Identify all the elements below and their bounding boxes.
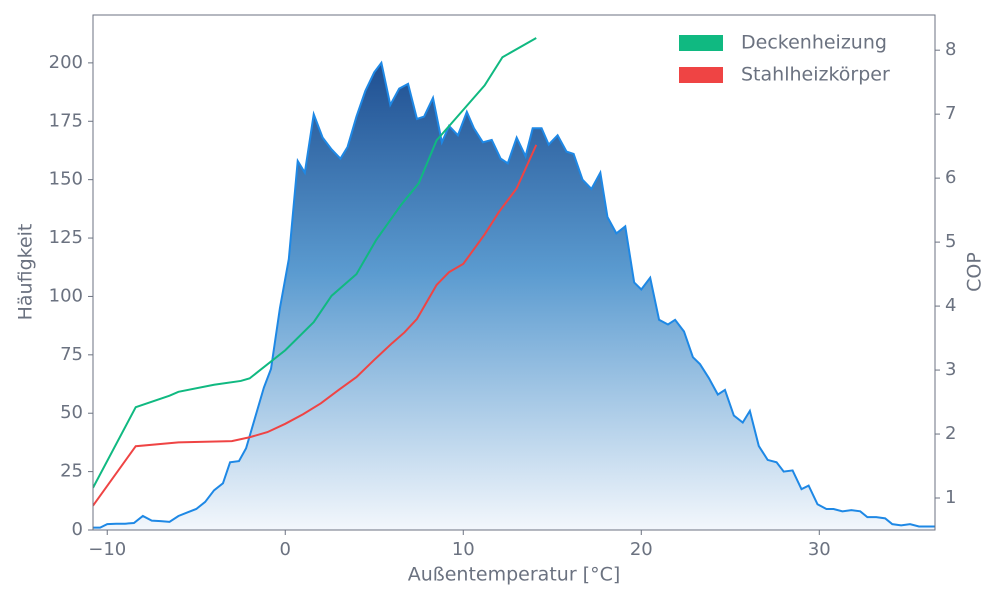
y2-tick-label: 3 xyxy=(945,359,956,380)
x-tick-label: 20 xyxy=(630,539,653,560)
x-tick-label: 30 xyxy=(808,539,831,560)
y2-tick-label: 8 xyxy=(945,39,956,60)
cop-line xyxy=(93,144,538,507)
plot-frame xyxy=(92,14,936,531)
y-tick-label: 25 xyxy=(60,461,83,482)
x-tick-label: 10 xyxy=(452,539,475,560)
legend-swatch xyxy=(679,67,723,83)
y2-tick-label: 5 xyxy=(945,231,956,252)
plot-area xyxy=(93,37,935,530)
y-tick-label: 50 xyxy=(60,402,83,423)
y-tick-label: 175 xyxy=(49,110,83,131)
y2-tick-label: 4 xyxy=(945,295,956,316)
legend-swatch xyxy=(679,35,723,51)
x-axis-label: Außentemperatur [°C] xyxy=(408,564,621,586)
legend-label: Deckenheizung xyxy=(741,32,887,54)
y-tick-label: 100 xyxy=(49,285,83,306)
y2-tick-label: 1 xyxy=(945,487,956,508)
y2-tick-label: 6 xyxy=(945,167,956,188)
legend-label: Stahlheizkörper xyxy=(741,64,890,86)
y-tick-label: 200 xyxy=(49,52,83,73)
y-tick-label: 75 xyxy=(60,344,83,365)
cop-line xyxy=(93,37,537,489)
x-tick-label: −10 xyxy=(88,539,126,560)
area-fill xyxy=(93,62,935,530)
y-axis-label: Häufigkeit xyxy=(15,224,37,321)
y-tick-label: 0 xyxy=(72,519,83,540)
y2-axis-label: COP xyxy=(964,252,986,292)
x-tick-label: 0 xyxy=(280,539,291,560)
y-tick-label: 125 xyxy=(49,227,83,248)
y2-tick-label: 2 xyxy=(945,423,956,444)
area-outline xyxy=(93,60,935,529)
y-tick-label: 150 xyxy=(49,169,83,190)
y2-tick-label: 7 xyxy=(945,103,956,124)
